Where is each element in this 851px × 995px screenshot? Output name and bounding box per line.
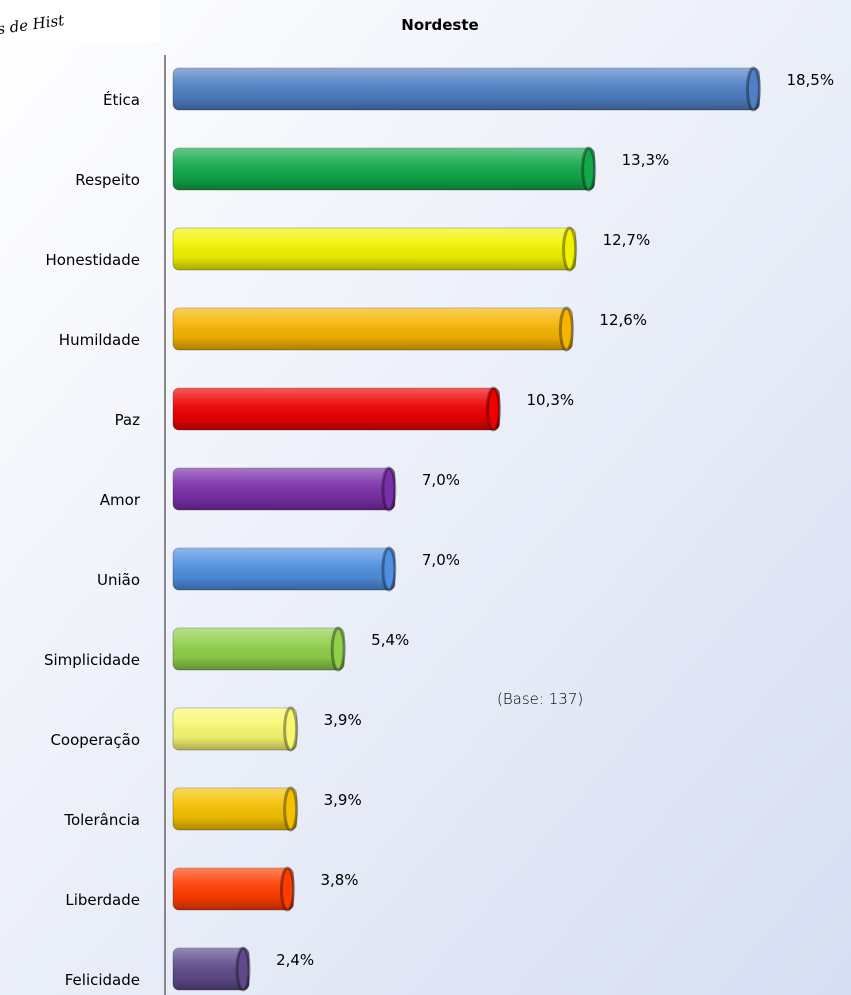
y-tick-label: Humildade [59,331,140,349]
annotation: (Base: 137) [497,690,583,708]
value-label: 5,4% [371,631,409,649]
bar-cap [235,946,251,992]
value-label: 12,6% [599,311,647,329]
bar-shine [173,708,297,750]
bar-cap [745,66,761,112]
bar-shine [173,388,500,430]
value-label: 3,9% [324,711,362,729]
bar-cap [330,626,346,672]
bar-cap [283,706,299,752]
y-tick-label: Liberdade [65,891,140,909]
bar-cap [486,386,502,432]
bar-shine [173,228,576,270]
logo-area [0,0,160,42]
bar-cap [581,146,597,192]
bar-shine [173,868,294,910]
value-label: 2,4% [276,951,314,969]
y-tick-label: União [97,571,140,589]
bar-shine [173,68,760,110]
value-label: 7,0% [422,471,460,489]
bar-shine [173,788,297,830]
value-label: 10,3% [527,391,575,409]
y-tick-label: Paz [115,411,141,429]
bar-shine [173,548,395,590]
y-tick-label: Tolerância [63,811,140,829]
bar-cap [381,466,397,512]
value-label: 3,9% [324,791,362,809]
bar-shine [173,628,345,670]
value-label: 12,7% [603,231,651,249]
bar-shine [173,948,250,990]
bar-cap [381,546,397,592]
value-label: 3,8% [320,871,358,889]
bar-cap [562,226,578,272]
y-tick-label: Ética [103,90,140,109]
bar-cap [279,866,295,912]
bar-cap [558,306,574,352]
y-tick-label: Cooperação [50,731,140,749]
bar-shine [173,148,595,190]
value-label: 13,3% [622,151,670,169]
y-tick-label: Amor [100,491,141,509]
bar-shine [173,308,573,350]
y-tick-label: Honestidade [45,251,140,269]
value-label: 18,5% [786,71,834,89]
bar-cap [283,786,299,832]
bar-shine [173,468,395,510]
y-tick-label: Simplicidade [44,651,140,669]
chart-title: Nordeste [401,16,478,34]
value-label: 7,0% [422,551,460,569]
y-tick-label: Felicidade [65,971,140,989]
y-tick-label: Respeito [75,171,140,189]
